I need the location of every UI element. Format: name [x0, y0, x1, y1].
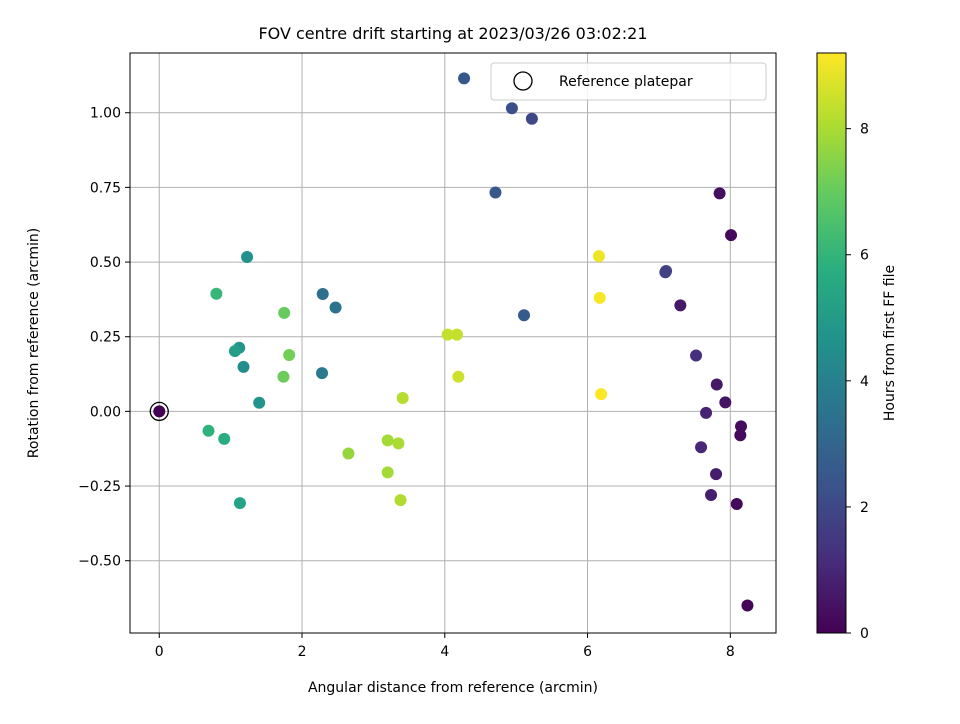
- scatter-point: [316, 367, 329, 380]
- scatter-point: [278, 306, 291, 319]
- colorbar-tick-label: 8: [860, 122, 869, 138]
- y-tick-label: 1.00: [90, 106, 121, 122]
- scatter-point: [595, 388, 608, 401]
- scatter-point: [392, 437, 405, 450]
- grid-lines: [130, 53, 776, 633]
- scatter-point: [525, 112, 538, 125]
- colorbar-label: Hours from first FF file: [882, 265, 898, 421]
- legend-box: [490, 62, 767, 101]
- scatter-point: [690, 349, 703, 362]
- scatter-point: [381, 434, 394, 447]
- y-tick-label: 0.00: [90, 404, 121, 420]
- scatter-point: [700, 406, 713, 419]
- scatter-point: [734, 429, 747, 442]
- y-tick-label: 0.50: [90, 255, 121, 271]
- x-tick-label: 6: [583, 644, 592, 660]
- scatter-point: [593, 291, 606, 304]
- scatter-point: [253, 396, 266, 409]
- colorbar-tick-label: 6: [860, 248, 869, 264]
- scatter-point: [316, 288, 329, 301]
- scatter-point: [725, 229, 738, 242]
- scatter-point: [329, 301, 342, 314]
- scatter-point: [710, 378, 723, 391]
- y-axis-label: Rotation from reference (arcmin): [26, 228, 42, 458]
- legend: Reference platepar: [490, 62, 767, 101]
- scatter-point: [713, 187, 726, 200]
- scatter-point: [342, 447, 355, 460]
- scatter-point: [719, 396, 732, 409]
- scatter-point: [710, 468, 723, 481]
- scatter-point: [705, 489, 718, 502]
- legend-marker: [513, 71, 533, 91]
- scatter-point: [283, 348, 296, 361]
- scatter-point: [458, 72, 471, 85]
- scatter-point: [228, 345, 241, 358]
- scatter-point: [237, 360, 250, 373]
- scatter-point: [241, 250, 254, 263]
- colorbar-tick-label: 4: [860, 374, 869, 390]
- scatter-point: [489, 186, 502, 199]
- scatter-point: [394, 494, 407, 507]
- x-tick-label: 2: [298, 644, 307, 660]
- y-tick-label: −0.50: [78, 554, 121, 570]
- scatter-point: [218, 432, 231, 445]
- x-axis-label: Angular distance from reference (arcmin): [308, 680, 598, 696]
- y-tick-label: 0.25: [90, 330, 121, 346]
- scatter-point: [730, 497, 743, 510]
- scatter-point: [452, 370, 465, 383]
- x-axis-ticks: 0 2 4 6 8: [155, 633, 735, 660]
- x-tick-label: 4: [440, 644, 449, 660]
- scatter-point: [233, 497, 246, 510]
- y-tick-label: 0.75: [90, 180, 121, 196]
- scatter-point: [674, 299, 687, 312]
- scatter-point: [153, 405, 166, 418]
- colorbar-ticks: 0 2 4 6 8: [846, 122, 869, 642]
- scatter-point: [277, 370, 290, 383]
- scatter-point: [695, 441, 708, 454]
- colorbar-tick-label: 0: [860, 626, 869, 642]
- scatter-point: [450, 328, 463, 341]
- scatter-points: [153, 72, 754, 612]
- scatter-point: [396, 391, 409, 404]
- scatter-point: [202, 424, 215, 437]
- plot-frame: [129, 52, 777, 634]
- x-tick-label: 8: [726, 644, 735, 660]
- scatter-point: [381, 466, 394, 479]
- scatter-point: [659, 266, 672, 279]
- scatter-point: [210, 287, 223, 300]
- y-tick-label: −0.25: [78, 479, 121, 495]
- chart-title: FOV centre drift starting at 2023/03/26 …: [258, 24, 647, 43]
- scatter-point: [592, 250, 605, 263]
- scatter-point: [441, 328, 454, 341]
- colorbar-tick-label: 2: [860, 500, 869, 516]
- scatter-point: [505, 102, 518, 115]
- colorbar: [816, 52, 847, 634]
- reference-marker: [149, 401, 169, 422]
- legend-label: Reference platepar: [559, 74, 693, 90]
- scatter-point: [735, 420, 748, 433]
- reference-point-ring: [149, 401, 169, 422]
- x-tick-label: 0: [155, 644, 164, 660]
- scatter-point: [518, 309, 531, 322]
- scatter-point: [741, 599, 754, 612]
- y-axis-ticks: −0.50 −0.25 0.00 0.25 0.50 0.75 1.00: [78, 106, 130, 570]
